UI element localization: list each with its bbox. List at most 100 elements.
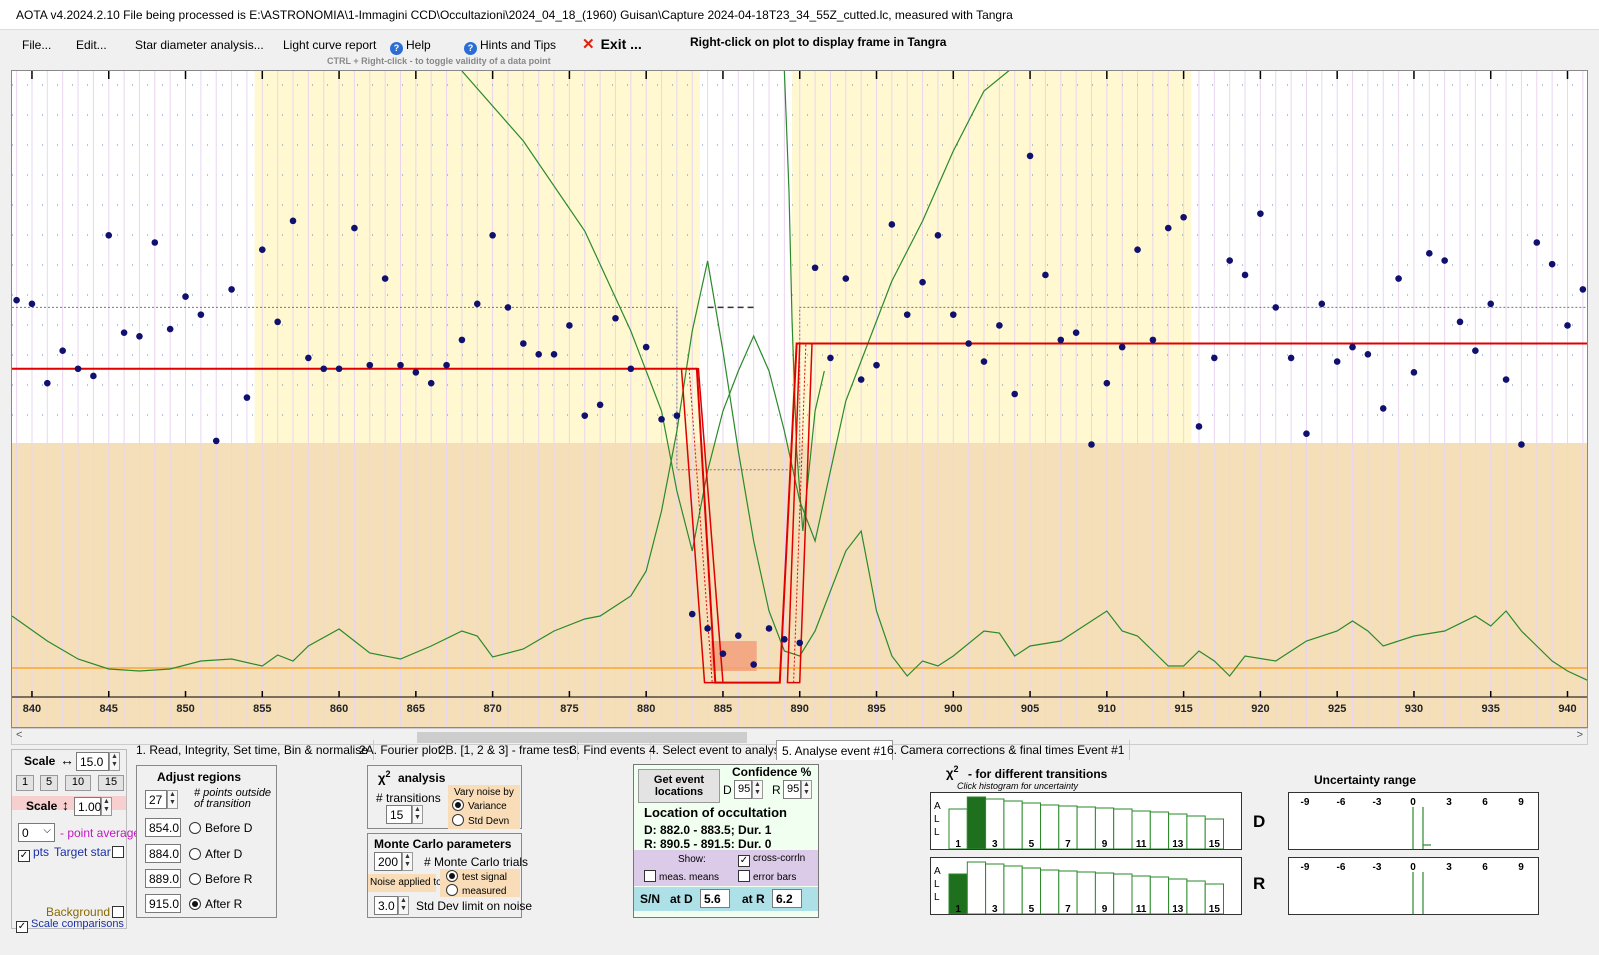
menu-edit[interactable]: Edit... [76,38,107,52]
cross-corr-label: cross-corrln [753,853,806,864]
uncertainty-tick-label: 0 [1410,862,1416,873]
scale-preset-15[interactable]: 15 [98,775,124,791]
tab-select-event[interactable]: 4. Select event to analyse [644,740,793,760]
data-point [320,365,328,373]
x-tick-label: 935 [1482,703,1500,715]
mc-trials-spinner[interactable]: ▲ ▼ [402,852,413,871]
v-scale-spinner[interactable]: ▲ ▼ [101,797,112,816]
data-point [397,361,404,369]
histogram-tick-label: 5 [1029,839,1035,849]
menu-hints[interactable]: ? Hints and Tips [464,38,556,55]
data-point [1088,441,1095,448]
meas-means-checkbox[interactable]: meas. means [644,870,719,883]
after-d-input[interactable]: 884.0 [145,844,181,863]
confidence-d-spinner[interactable]: ▲ ▼ [752,780,763,799]
data-point [443,361,450,369]
std-limit-input[interactable]: 3.0 [374,896,398,915]
histogram-bar [1040,804,1060,850]
before-d-radio[interactable]: Before D [189,821,252,835]
target-star-check-icon [112,846,124,858]
scroll-left-icon[interactable]: < [16,729,23,741]
point-average-label: - point average [60,826,141,840]
mean-level-line [12,306,1587,471]
x-tick-label: 910 [1098,703,1116,715]
v-scale-input[interactable]: 1.00 [74,797,101,816]
after-r-radio[interactable]: After R [189,897,242,911]
data-point [289,217,297,225]
confidence-r-input[interactable]: 95 [783,780,801,799]
std-limit-spinner[interactable]: ▲ ▼ [398,896,409,915]
points-outside-spinner[interactable]: ▲ ▼ [167,790,178,809]
tab-fourier[interactable]: 2A. Fourier plot [354,740,448,760]
background-checkbox[interactable] [112,905,127,919]
transitions-spinner[interactable]: ▲ ▼ [412,805,423,824]
data-point [504,304,512,311]
variance-radio-icon [452,799,464,811]
error-bars-label: error bars [753,872,797,883]
histogram-bar [1076,871,1096,915]
tab-read[interactable]: 1. Read, Integrity, Set time, Bin & norm… [131,740,374,760]
after-d-radio[interactable]: After D [189,847,242,861]
transitions-input[interactable]: 15 [386,805,412,824]
scale-preset-10[interactable]: 10 [65,775,91,791]
get-event-locations-button[interactable]: Get event locations [638,769,720,803]
scroll-right-icon[interactable]: > [1576,729,1583,741]
scale-preset-1[interactable]: 1 [16,775,34,791]
tab-camera-corrections[interactable]: 6. Camera corrections & final times Even… [882,740,1131,760]
scale-comparisons-checkbox[interactable]: ✓ Scale comparisons [16,918,124,933]
mc-trials-input[interactable]: 200 [374,852,402,871]
histogram-bar [966,796,987,850]
point-average-select[interactable]: 0 ⌵ [18,823,55,842]
scale-preset-5[interactable]: 5 [40,775,58,791]
x-tick-label: 865 [407,703,425,715]
after-r-input[interactable]: 915.0 [145,894,181,913]
x-tick-label: 875 [560,703,578,715]
light-curve-svg[interactable]: 840 845 850 855 860 865 870 875 880 885 890 895 900 9… [12,71,1588,728]
confidence-d-input[interactable]: 95 [734,780,752,799]
tab-find-events[interactable]: 3. Find events [565,740,652,760]
exit-button[interactable]: ✕ Exit ... [582,35,642,53]
cross-corr-checkbox[interactable]: ✓ cross-corrln [738,853,805,867]
histogram-bar [1149,811,1170,850]
data-point [1195,423,1203,430]
x-tick-label: 845 [100,703,118,715]
data-point [1472,347,1479,355]
menu-light-curve-report[interactable]: Light curve report [283,38,377,52]
data-point [1072,329,1080,336]
scroll-thumb[interactable] [417,732,747,743]
d-histogram[interactable]: A L L 1 3 5 7 9 11 13 15 [930,792,1242,850]
help-icon: ? [390,42,403,55]
variance-radio[interactable]: Variance [452,799,507,812]
test-signal-radio[interactable]: test signal [446,870,507,883]
chi2-analysis-panel: χ2 analysis # transitions 15 ▲ ▼ Vary noi… [367,765,522,829]
menu-file[interactable]: File... [22,38,52,52]
h-scale-input[interactable]: 15.0 [76,752,109,771]
exit-label: Exit ... [600,36,642,52]
d-histogram-label: D [1253,812,1266,831]
meas-means-label: meas. means [659,872,720,883]
before-d-input[interactable]: 854.0 [145,818,181,837]
points-outside-input[interactable]: 27 [145,790,167,809]
target-star-checkbox[interactable] [112,845,127,859]
tab-analyse-event[interactable]: 5. Analyse event #1 [776,740,893,760]
light-curve-plot[interactable]: 840 845 850 855 860 865 870 875 880 885 890 895 900 9… [11,70,1588,728]
r-histogram[interactable]: A L L 1 3 5 7 9 11 13 15 [930,857,1242,915]
pts-checkbox[interactable]: ✓ pts [18,845,49,862]
h-scale-spinner[interactable]: ▲ ▼ [109,752,120,771]
before-r-input[interactable]: 889.0 [145,869,181,888]
std-devn-radio[interactable]: Std Devn [452,814,509,827]
confidence-r-spinner[interactable]: ▲ ▼ [801,780,812,799]
error-bars-checkbox[interactable]: error bars [738,870,796,883]
chi2-hist-title: - for different transitions [968,767,1108,781]
data-point [381,275,389,282]
menu-star-diameter[interactable]: Star diameter analysis... [135,38,264,52]
measured-radio[interactable]: measured [446,884,506,897]
data-point [520,340,527,347]
tab-frame-test[interactable]: 2B. [1, 2 & 3] - frame test [434,740,579,760]
before-r-radio-icon [189,873,201,885]
pts-check-icon: ✓ [18,850,30,862]
menu-help[interactable]: ? Help [390,38,431,55]
before-r-radio[interactable]: Before R [189,872,252,886]
